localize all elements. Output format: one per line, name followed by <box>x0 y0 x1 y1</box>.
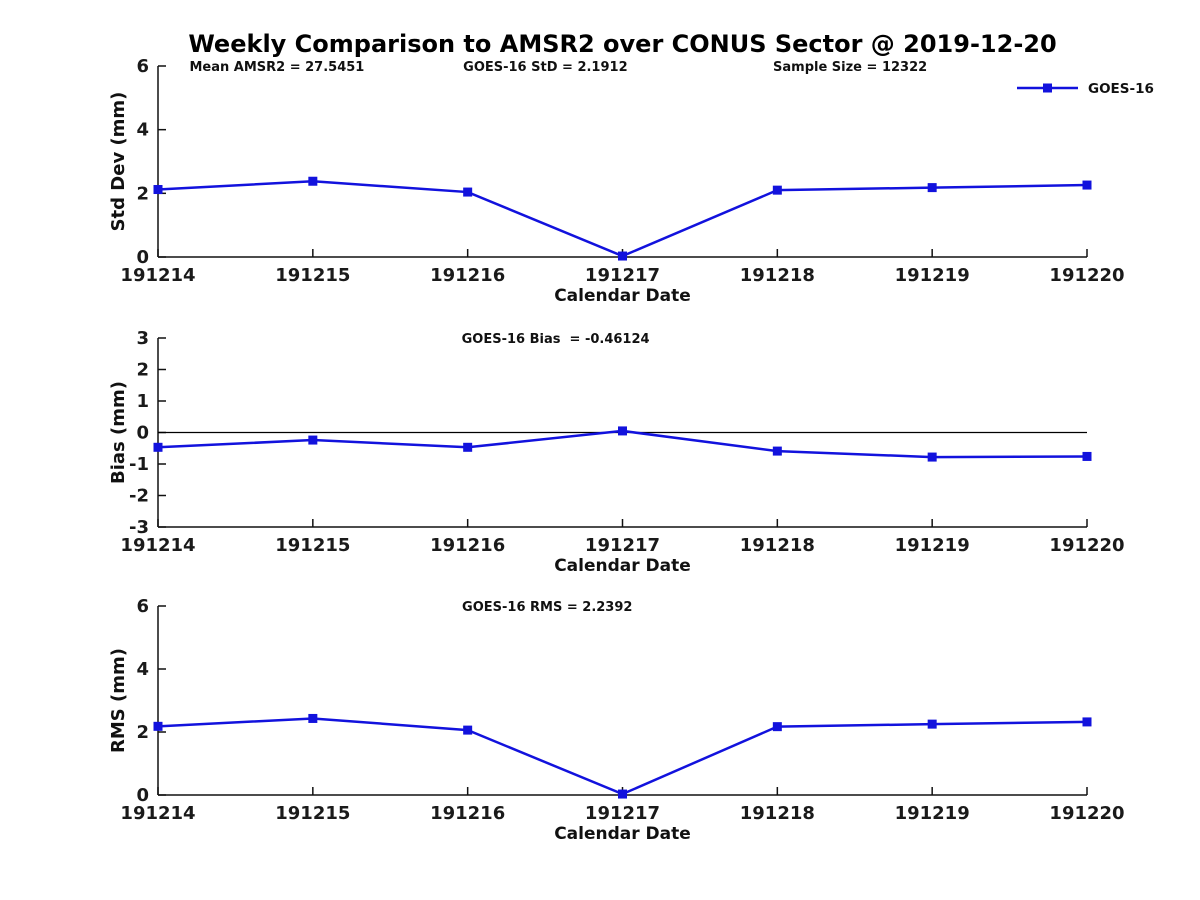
x-tick-label: 191220 <box>1049 803 1124 824</box>
y-axis-label: RMS (mm) <box>108 648 129 753</box>
x-axis-label: Calendar Date <box>554 824 691 844</box>
data-point-marker <box>463 725 473 735</box>
data-point-marker <box>308 435 318 445</box>
subplot-stddev: 0 2 4 6 191214 191215 191216 191217 191218 191219… <box>108 56 1154 306</box>
y-axis-label: Std Dev (mm) <box>108 92 129 232</box>
data-point-marker <box>927 183 937 193</box>
data-point-marker <box>153 442 163 452</box>
data-point-marker <box>927 452 937 462</box>
data-point-marker <box>927 719 937 729</box>
x-tick-label: 191214 <box>120 265 195 286</box>
x-axis-label: Calendar Date <box>554 286 691 306</box>
y-axis-label: Bias (mm) <box>108 381 129 484</box>
legend: GOES-16 <box>1017 81 1154 97</box>
data-line-GOES-16 <box>157 717 1088 796</box>
stat-annotation: GOES-16 Bias = -0.46124 <box>462 332 650 347</box>
y-tick-label: -2 <box>129 486 149 507</box>
x-tick-label: 191215 <box>275 265 350 286</box>
data-line-GOES-16 <box>157 179 1088 258</box>
y-tick-label: 1 <box>136 391 149 412</box>
chart-title: Weekly Comparison to AMSR2 over CONUS Se… <box>188 30 1057 58</box>
x-axis-label: Calendar Date <box>554 556 691 576</box>
x-tick-label: 191214 <box>120 803 195 824</box>
data-point-marker <box>1082 180 1092 190</box>
data-point-marker <box>772 722 782 732</box>
x-tick-label: 191216 <box>430 803 505 824</box>
x-tick-label: 191214 <box>120 535 195 556</box>
y-tick-label: 0 <box>136 785 149 806</box>
legend-label: GOES-16 <box>1088 81 1154 97</box>
stat-annotation: Sample Size = 12322 <box>773 60 927 75</box>
y-tick-label: 4 <box>136 120 149 141</box>
data-point-marker <box>153 721 163 731</box>
data-point-marker <box>463 442 473 452</box>
x-tick-label: 191216 <box>430 535 505 556</box>
x-tick-label: 191215 <box>275 535 350 556</box>
y-tick-label: 3 <box>136 328 149 349</box>
x-tick-label: 191219 <box>895 803 970 824</box>
y-tick-label: -3 <box>129 517 149 538</box>
x-tick-label: 191215 <box>275 803 350 824</box>
x-tick-label: 191217 <box>585 265 660 286</box>
x-tick-label: 191217 <box>585 535 660 556</box>
y-tick-label: 2 <box>136 722 149 743</box>
y-tick-label: 6 <box>136 56 149 77</box>
stat-annotation: Mean AMSR2 = 27.5451 <box>189 60 364 75</box>
data-point-marker <box>308 713 318 723</box>
data-point-marker <box>618 251 627 261</box>
data-point-marker <box>772 185 782 195</box>
x-tick-label: 191218 <box>740 803 815 824</box>
y-tick-label: 0 <box>136 423 149 444</box>
y-tick-label: 2 <box>136 360 149 381</box>
y-tick-label: -1 <box>129 454 149 475</box>
x-tick-label: 191219 <box>895 265 970 286</box>
y-tick-label: 4 <box>136 659 149 680</box>
y-tick-label: 6 <box>136 596 149 617</box>
data-point-marker <box>308 176 318 186</box>
x-tick-label: 191220 <box>1049 265 1124 286</box>
y-tick-label: 2 <box>136 183 149 204</box>
stat-annotation: GOES-16 RMS = 2.2392 <box>462 600 632 615</box>
data-point-marker <box>1082 717 1092 727</box>
data-point-marker <box>618 789 627 799</box>
data-point-marker <box>1082 451 1092 461</box>
subplot-rms: 0 2 4 6 191214 191215 191216 191217 191218 191219… <box>108 596 1125 844</box>
x-tick-label: 191217 <box>585 803 660 824</box>
x-tick-label: 191219 <box>895 535 970 556</box>
x-tick-label: 191218 <box>740 265 815 286</box>
x-tick-label: 191220 <box>1049 535 1124 556</box>
x-tick-label: 191216 <box>430 265 505 286</box>
data-point-marker <box>618 426 627 436</box>
y-tick-label: 0 <box>136 247 149 268</box>
data-point-marker <box>463 187 473 197</box>
data-point-marker <box>772 446 782 456</box>
legend-marker-icon <box>1043 83 1052 93</box>
x-tick-label: 191218 <box>740 535 815 556</box>
data-point-marker <box>153 185 163 195</box>
stat-annotation: GOES-16 StD = 2.1912 <box>463 60 627 75</box>
